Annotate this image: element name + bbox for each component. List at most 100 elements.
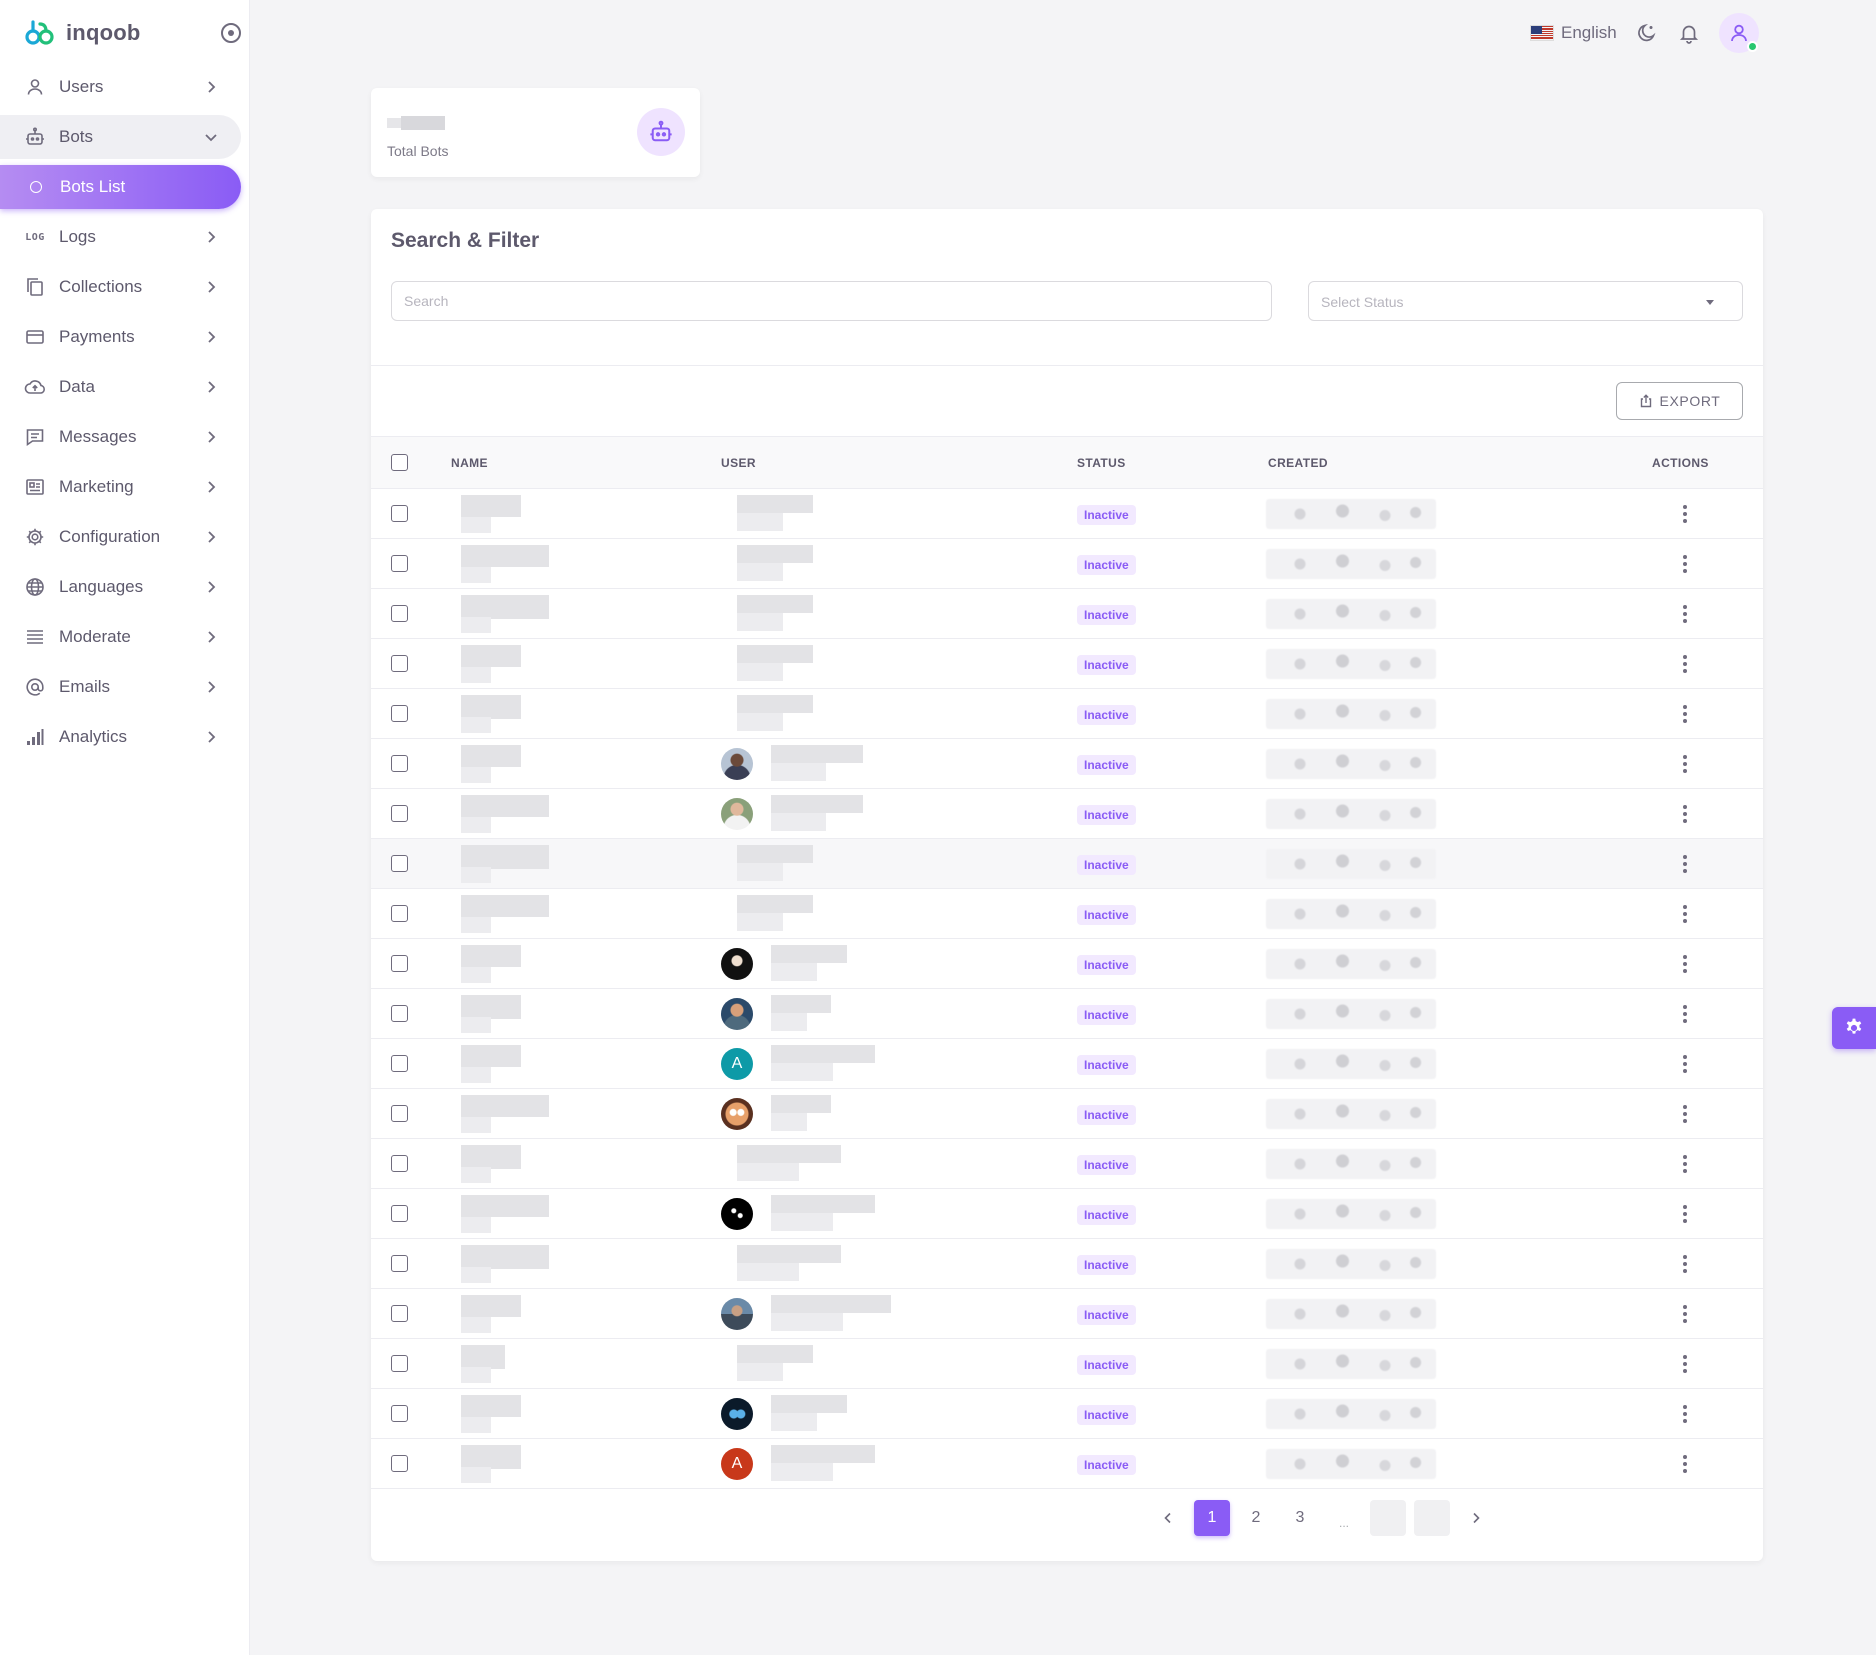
bot-name-redacted[interactable] — [461, 1195, 549, 1217]
table-row[interactable]: Inactive — [371, 489, 1763, 539]
table-row[interactable]: Inactive — [371, 789, 1763, 839]
column-header-status[interactable]: STATUS — [1077, 456, 1126, 470]
bot-name-redacted[interactable] — [461, 1295, 521, 1317]
pagination-page-redacted[interactable] — [1370, 1500, 1406, 1536]
row-checkbox[interactable] — [391, 655, 408, 672]
more-actions-icon[interactable] — [1675, 1453, 1695, 1475]
bell-icon[interactable] — [1677, 21, 1701, 45]
more-actions-icon[interactable] — [1675, 603, 1695, 625]
table-row[interactable]: Inactive — [371, 1239, 1763, 1289]
more-actions-icon[interactable] — [1675, 503, 1695, 525]
table-row[interactable]: Inactive — [371, 1189, 1763, 1239]
bot-name-redacted[interactable] — [461, 945, 521, 967]
user-name-redacted[interactable] — [771, 1095, 831, 1113]
more-actions-icon[interactable] — [1675, 953, 1695, 975]
user-name-redacted[interactable] — [771, 945, 847, 963]
more-actions-icon[interactable] — [1675, 1403, 1695, 1425]
more-actions-icon[interactable] — [1675, 1303, 1695, 1325]
more-actions-icon[interactable] — [1675, 1103, 1695, 1125]
more-actions-icon[interactable] — [1675, 803, 1695, 825]
bot-name-redacted[interactable] — [461, 695, 521, 719]
table-row[interactable]: Inactive — [371, 1289, 1763, 1339]
sidebar-item-bots-list[interactable]: Bots List — [0, 165, 241, 209]
row-checkbox[interactable] — [391, 1355, 408, 1372]
user-name-redacted[interactable] — [771, 795, 863, 813]
sidebar-item-data[interactable]: Data — [0, 365, 250, 409]
column-header-name[interactable]: NAME — [451, 456, 488, 470]
table-row[interactable]: Inactive — [371, 989, 1763, 1039]
collapse-sidebar-toggle[interactable] — [221, 23, 241, 43]
user-name-redacted[interactable] — [737, 1245, 841, 1263]
select-all-checkbox[interactable] — [391, 454, 408, 471]
sidebar-item-collections[interactable]: Collections — [0, 265, 250, 309]
bot-name-redacted[interactable] — [461, 495, 521, 517]
pagination-page-2[interactable]: 2 — [1251, 1509, 1261, 1526]
row-checkbox[interactable] — [391, 855, 408, 872]
row-checkbox[interactable] — [391, 1105, 408, 1122]
sidebar-item-logs[interactable]: LOG Logs — [0, 215, 250, 259]
row-checkbox[interactable] — [391, 705, 408, 722]
more-actions-icon[interactable] — [1675, 1353, 1695, 1375]
brand[interactable]: inqoob — [24, 18, 141, 48]
export-button[interactable]: EXPORT — [1616, 382, 1743, 420]
row-checkbox[interactable] — [391, 1205, 408, 1222]
row-checkbox[interactable] — [391, 1405, 408, 1422]
column-header-created[interactable]: CREATED — [1268, 456, 1328, 470]
user-name-redacted[interactable] — [737, 545, 813, 563]
bot-name-redacted[interactable] — [461, 645, 521, 667]
bot-name-redacted[interactable] — [461, 545, 549, 567]
table-row[interactable]: A Inactive — [371, 1439, 1763, 1489]
bot-name-redacted[interactable] — [461, 895, 549, 917]
more-actions-icon[interactable] — [1675, 853, 1695, 875]
pagination-next-button[interactable] — [1458, 1500, 1494, 1536]
pagination-page-1[interactable]: 1 — [1194, 1500, 1230, 1536]
sidebar-item-moderate[interactable]: Moderate — [0, 615, 250, 659]
pagination-prev-button[interactable] — [1150, 1500, 1186, 1536]
table-row[interactable]: Inactive — [371, 639, 1763, 689]
status-select[interactable]: Select Status — [1308, 281, 1743, 321]
sidebar-item-emails[interactable]: Emails — [0, 665, 250, 709]
customizer-gear-button[interactable] — [1832, 1007, 1876, 1049]
pagination-page-3[interactable]: 3 — [1295, 1509, 1305, 1526]
user-name-redacted[interactable] — [737, 645, 813, 663]
more-actions-icon[interactable] — [1675, 903, 1695, 925]
bot-name-redacted[interactable] — [461, 1345, 505, 1369]
bot-name-redacted[interactable] — [461, 1445, 521, 1469]
more-actions-icon[interactable] — [1675, 1203, 1695, 1225]
moon-icon[interactable] — [1635, 21, 1659, 45]
sidebar-item-analytics[interactable]: Analytics — [0, 715, 250, 759]
sidebar-item-languages[interactable]: Languages — [0, 565, 250, 609]
column-header-user[interactable]: USER — [721, 456, 756, 470]
row-checkbox[interactable] — [391, 505, 408, 522]
sidebar-item-bots[interactable]: Bots — [0, 115, 241, 159]
bot-name-redacted[interactable] — [461, 1245, 549, 1269]
bot-name-redacted[interactable] — [461, 995, 521, 1019]
row-checkbox[interactable] — [391, 1305, 408, 1322]
row-checkbox[interactable] — [391, 955, 408, 972]
bot-name-redacted[interactable] — [461, 845, 549, 869]
row-checkbox[interactable] — [391, 1455, 408, 1472]
user-name-redacted[interactable] — [771, 1045, 875, 1063]
table-row[interactable]: Inactive — [371, 589, 1763, 639]
user-name-redacted[interactable] — [771, 1195, 875, 1213]
row-checkbox[interactable] — [391, 805, 408, 822]
user-name-redacted[interactable] — [771, 1295, 891, 1313]
user-name-redacted[interactable] — [737, 845, 813, 863]
table-row[interactable]: Inactive — [371, 1339, 1763, 1389]
user-name-redacted[interactable] — [771, 1445, 875, 1463]
sidebar-item-marketing[interactable]: Marketing — [0, 465, 250, 509]
table-row[interactable]: Inactive — [371, 1389, 1763, 1439]
table-row[interactable]: Inactive — [371, 1089, 1763, 1139]
user-name-redacted[interactable] — [771, 745, 863, 763]
user-name-redacted[interactable] — [771, 995, 831, 1013]
more-actions-icon[interactable] — [1675, 1003, 1695, 1025]
search-input[interactable] — [391, 281, 1272, 321]
sidebar-item-messages[interactable]: Messages — [0, 415, 250, 459]
avatar[interactable] — [1718, 13, 1759, 53]
row-checkbox[interactable] — [391, 1155, 408, 1172]
bot-name-redacted[interactable] — [461, 1395, 521, 1417]
row-checkbox[interactable] — [391, 605, 408, 622]
row-checkbox[interactable] — [391, 1255, 408, 1272]
pagination-page-redacted[interactable] — [1414, 1500, 1450, 1536]
bot-name-redacted[interactable] — [461, 795, 549, 817]
